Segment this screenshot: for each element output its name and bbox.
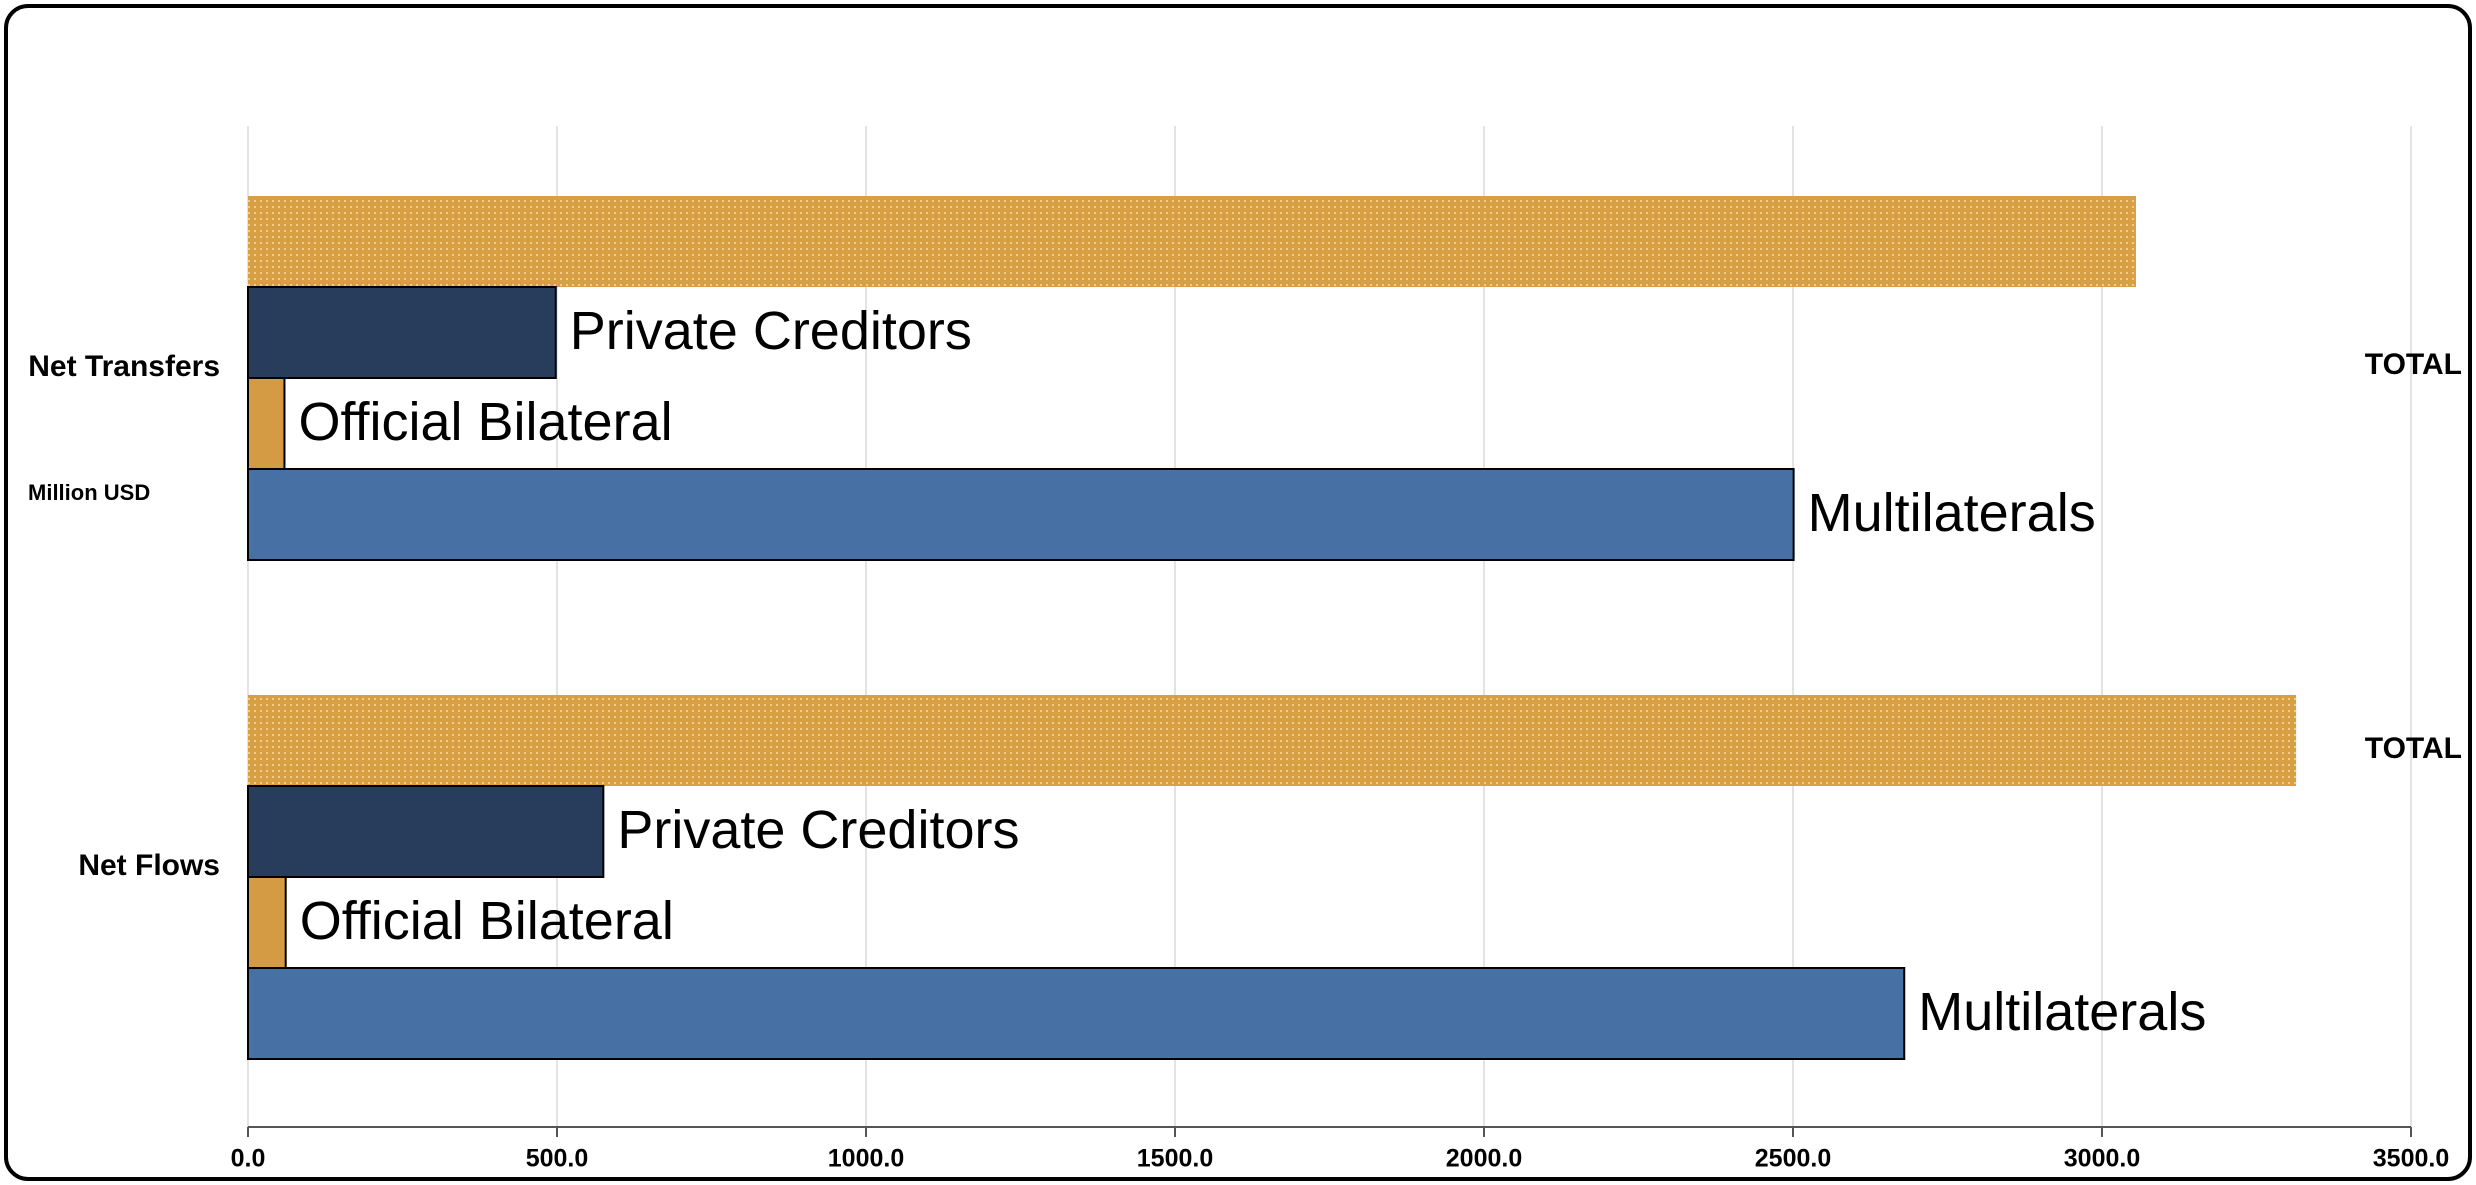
- series-label: Official Bilateral: [298, 392, 672, 452]
- category-label: Net Flows: [78, 849, 220, 882]
- x-tick-label: 1500.0: [1137, 1145, 1213, 1173]
- bar: [247, 967, 1906, 1060]
- axis-label: Million USD: [28, 480, 150, 505]
- x-tick-label: 1000.0: [828, 1145, 904, 1173]
- category-label: Net Transfers: [28, 350, 220, 383]
- bar: [248, 196, 2136, 287]
- bar: [247, 468, 1795, 561]
- series-label: Multilaterals: [1808, 483, 2096, 543]
- x-tick-label: 2000.0: [1446, 1145, 1522, 1173]
- bar: [247, 785, 605, 878]
- bar: [247, 876, 287, 969]
- x-tick-label: 500.0: [526, 1145, 589, 1173]
- series-label: Official Bilateral: [300, 891, 674, 951]
- x-tick-label: 2500.0: [1755, 1145, 1831, 1173]
- series-label: Multilaterals: [1918, 982, 2206, 1042]
- x-tick-label: 0.0: [231, 1145, 266, 1173]
- series-label: Private Creditors: [617, 800, 1019, 860]
- series-label: Private Creditors: [570, 301, 972, 361]
- frame: [4, 4, 2472, 1181]
- bar: [247, 286, 557, 379]
- series-label: TOTAL: [2365, 732, 2462, 765]
- bar: [248, 695, 2297, 786]
- bar: [247, 377, 286, 470]
- series-label: TOTAL: [2365, 348, 2462, 381]
- x-tick-label: 3000.0: [2064, 1145, 2140, 1173]
- x-tick-label: 3500.0: [2373, 1145, 2449, 1173]
